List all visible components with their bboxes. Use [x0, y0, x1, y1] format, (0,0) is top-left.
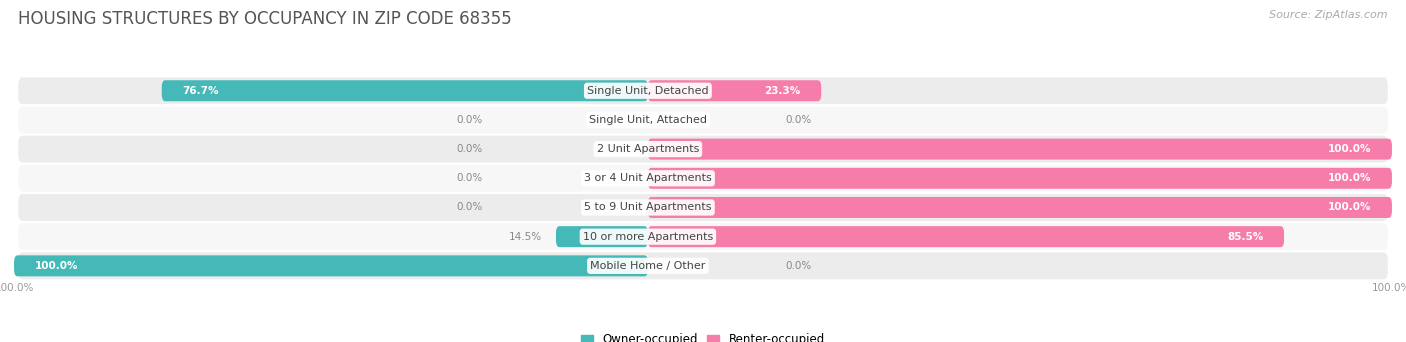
- Text: 76.7%: 76.7%: [183, 86, 219, 96]
- FancyBboxPatch shape: [648, 226, 1284, 247]
- FancyBboxPatch shape: [14, 255, 648, 276]
- Text: 5 to 9 Unit Apartments: 5 to 9 Unit Apartments: [583, 202, 711, 212]
- Text: 0.0%: 0.0%: [786, 261, 811, 271]
- Text: 0.0%: 0.0%: [786, 115, 811, 125]
- FancyBboxPatch shape: [18, 194, 1388, 221]
- FancyBboxPatch shape: [648, 80, 821, 101]
- Text: 14.5%: 14.5%: [509, 232, 543, 242]
- Text: 0.0%: 0.0%: [457, 202, 482, 212]
- Text: 100.0%: 100.0%: [35, 261, 79, 271]
- Text: 3 or 4 Unit Apartments: 3 or 4 Unit Apartments: [583, 173, 711, 183]
- Text: 0.0%: 0.0%: [457, 173, 482, 183]
- Text: 85.5%: 85.5%: [1227, 232, 1264, 242]
- Text: 10 or more Apartments: 10 or more Apartments: [582, 232, 713, 242]
- Text: Single Unit, Detached: Single Unit, Detached: [588, 86, 709, 96]
- FancyBboxPatch shape: [648, 197, 1392, 218]
- FancyBboxPatch shape: [648, 168, 1392, 189]
- Text: 0.0%: 0.0%: [457, 144, 482, 154]
- Text: 100.0%: 100.0%: [1327, 144, 1371, 154]
- Text: 100.0%: 100.0%: [1327, 202, 1371, 212]
- Text: 100.0%: 100.0%: [1327, 173, 1371, 183]
- Legend: Owner-occupied, Renter-occupied: Owner-occupied, Renter-occupied: [576, 329, 830, 342]
- Text: 23.3%: 23.3%: [765, 86, 800, 96]
- FancyBboxPatch shape: [18, 77, 1388, 104]
- FancyBboxPatch shape: [18, 252, 1388, 279]
- FancyBboxPatch shape: [18, 223, 1388, 250]
- Text: HOUSING STRUCTURES BY OCCUPANCY IN ZIP CODE 68355: HOUSING STRUCTURES BY OCCUPANCY IN ZIP C…: [18, 10, 512, 28]
- FancyBboxPatch shape: [648, 139, 1392, 160]
- FancyBboxPatch shape: [18, 165, 1388, 192]
- FancyBboxPatch shape: [18, 136, 1388, 162]
- Text: 0.0%: 0.0%: [457, 115, 482, 125]
- FancyBboxPatch shape: [555, 226, 648, 247]
- Text: 2 Unit Apartments: 2 Unit Apartments: [596, 144, 699, 154]
- Text: Mobile Home / Other: Mobile Home / Other: [591, 261, 706, 271]
- FancyBboxPatch shape: [162, 80, 648, 101]
- Text: Single Unit, Attached: Single Unit, Attached: [589, 115, 707, 125]
- Text: Source: ZipAtlas.com: Source: ZipAtlas.com: [1270, 10, 1388, 20]
- FancyBboxPatch shape: [18, 106, 1388, 133]
